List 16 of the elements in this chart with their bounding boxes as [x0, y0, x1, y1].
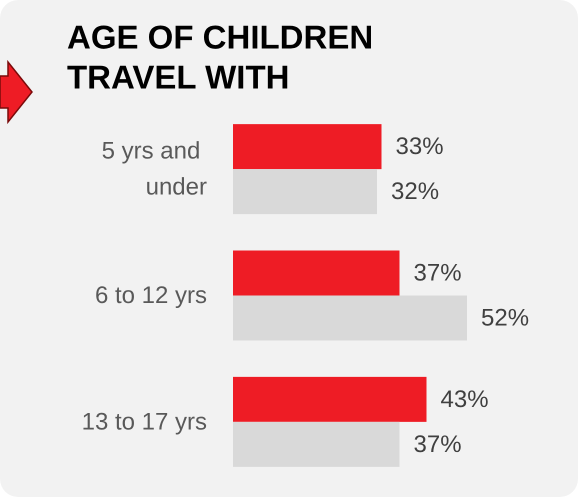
bar	[233, 124, 382, 170]
y-tick-label: 6 to 12 yrs	[94, 282, 207, 309]
bar	[233, 169, 377, 214]
data-label: 32%	[391, 178, 440, 206]
y-tick-label: 5 yrs and under	[102, 138, 207, 201]
bar	[233, 296, 467, 340]
data-label: 33%	[396, 133, 444, 160]
bar	[233, 376, 426, 422]
data-label: 37%	[414, 260, 462, 286]
bar	[233, 250, 400, 296]
y-tick-label: 13 to 17 yrs	[82, 408, 207, 436]
chart-title: AGE OF CHILDREN TRAVEL WITH	[67, 18, 374, 96]
data-label: 43%	[440, 386, 489, 413]
data-label: 52%	[481, 304, 530, 332]
data-label: 37%	[414, 430, 462, 458]
bar	[233, 422, 400, 467]
